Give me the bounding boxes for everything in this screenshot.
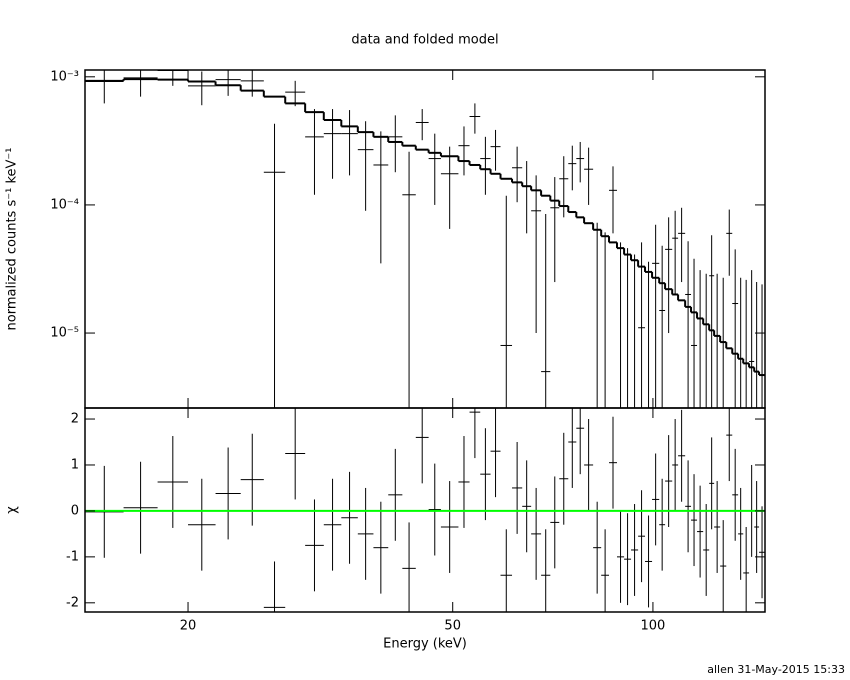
panel-frame [84, 407, 766, 613]
y-tick-label: 2 [71, 412, 79, 427]
y-axis-label: χ [5, 506, 20, 514]
chart-title: data and folded model [351, 33, 498, 48]
y-tick-label: 0 [71, 503, 79, 518]
data-layer [85, 408, 765, 612]
y-tick-label: 10⁻⁴ [50, 197, 79, 212]
y-tick-label: 10⁻⁵ [50, 326, 79, 341]
y-tick-label: -2 [66, 595, 79, 610]
footer: allen 31-May-2015 15:33 [707, 663, 845, 676]
y-axis-label: normalized counts s⁻¹ keV⁻¹ [5, 148, 20, 331]
y-tick-label: 1 [71, 457, 79, 472]
data-layer [85, 70, 765, 408]
x-tick-label: 20 [180, 619, 197, 634]
y-tick-label: 10⁻³ [50, 69, 79, 84]
y-tick-label: -1 [66, 549, 79, 564]
x-axis-label: Energy (keV) [383, 637, 467, 652]
panel-frame [84, 69, 766, 409]
x-tick-label: 50 [444, 619, 461, 634]
x-tick-label: 100 [641, 619, 666, 634]
